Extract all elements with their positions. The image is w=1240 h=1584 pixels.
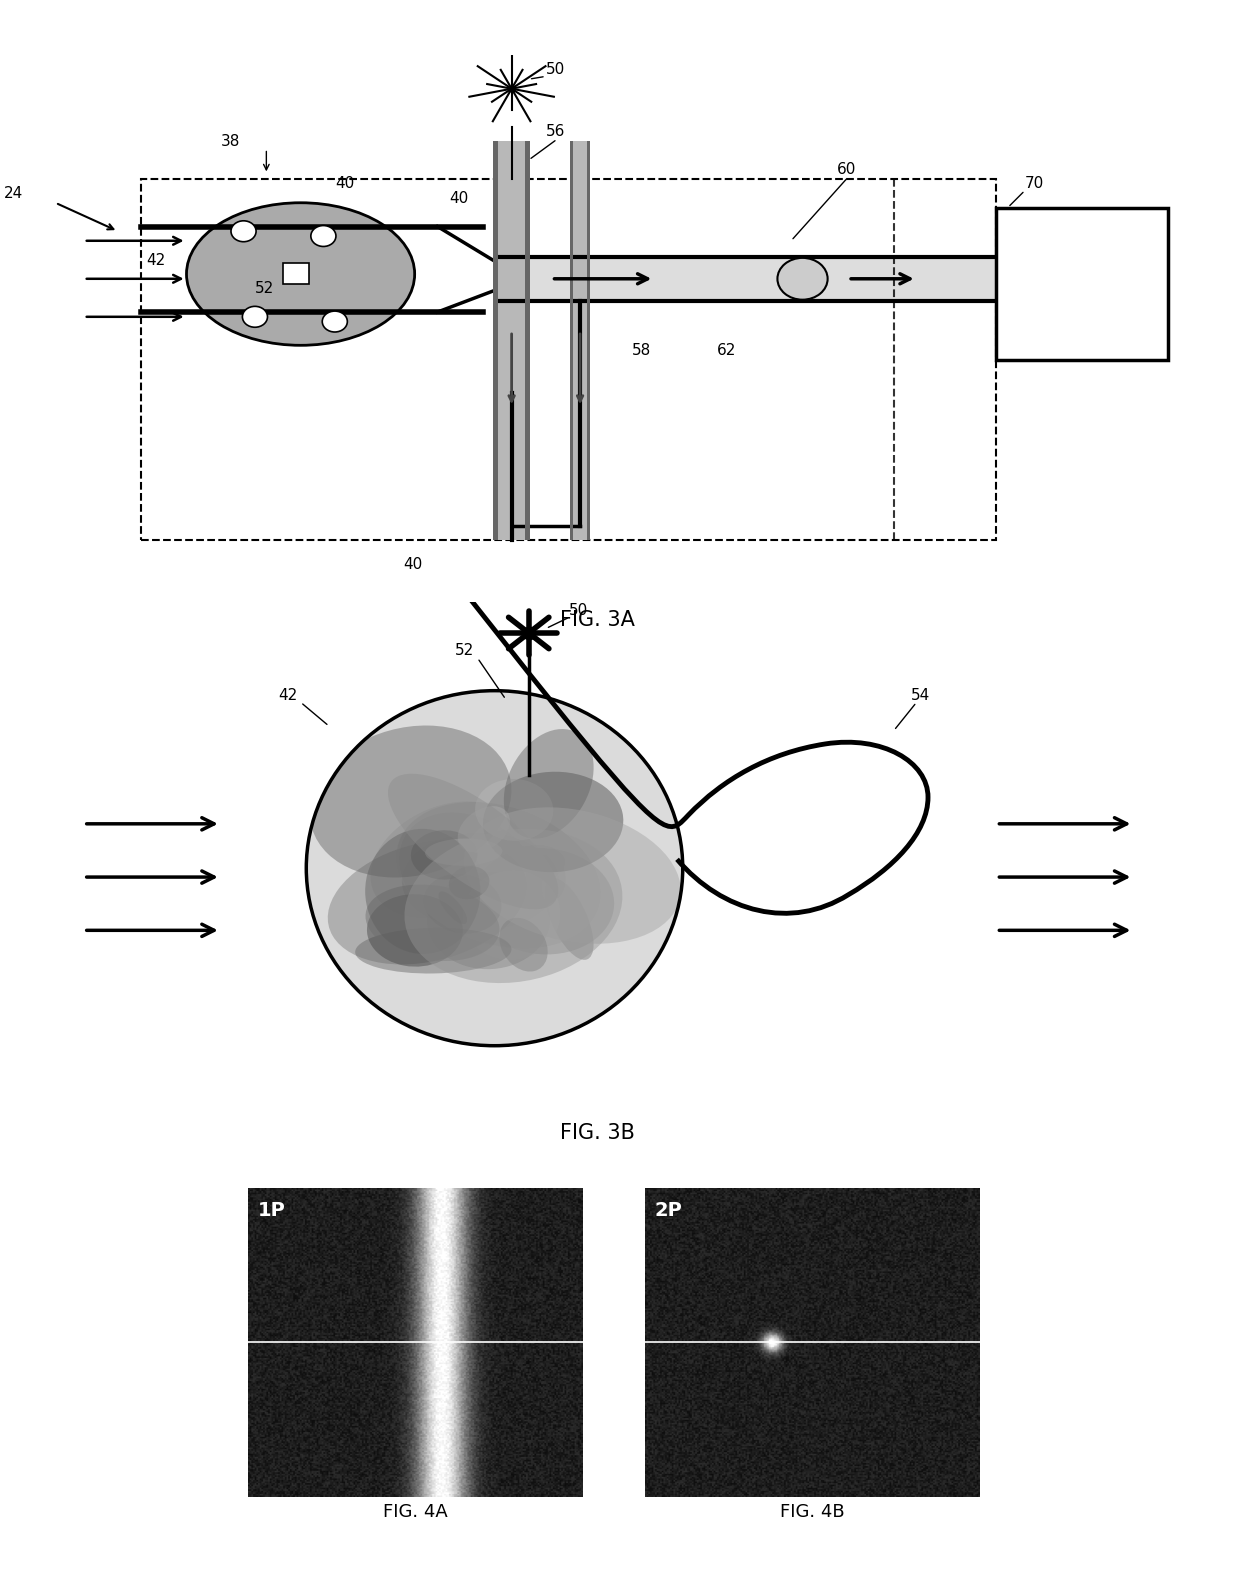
Text: 52: 52 (455, 643, 474, 659)
Bar (494, 141, 529, 540)
Circle shape (311, 225, 336, 247)
Circle shape (777, 258, 827, 299)
Ellipse shape (399, 813, 542, 938)
Ellipse shape (464, 808, 681, 944)
Bar (526, 141, 529, 540)
Ellipse shape (355, 928, 511, 974)
Text: 2P: 2P (655, 1201, 682, 1220)
Bar (494, 141, 529, 540)
Circle shape (231, 220, 257, 242)
Ellipse shape (482, 771, 624, 873)
Text: 40: 40 (403, 556, 423, 572)
Ellipse shape (306, 691, 683, 1045)
Bar (494, 141, 529, 540)
Text: FIG. 3B: FIG. 3B (559, 1123, 635, 1144)
Ellipse shape (402, 833, 559, 930)
Text: 40: 40 (449, 190, 469, 206)
Text: 50: 50 (546, 62, 565, 78)
Ellipse shape (428, 873, 551, 969)
Text: 38: 38 (221, 133, 241, 149)
Text: 62: 62 (717, 342, 737, 358)
Bar (494, 141, 529, 540)
Ellipse shape (425, 855, 480, 882)
Text: 24: 24 (4, 185, 24, 201)
Ellipse shape (449, 866, 490, 900)
Text: FIG. 3A: FIG. 3A (559, 610, 635, 630)
Bar (494, 141, 529, 540)
Ellipse shape (367, 895, 463, 966)
Text: 42: 42 (146, 252, 166, 268)
Circle shape (322, 310, 347, 333)
Ellipse shape (463, 870, 560, 960)
Bar (494, 141, 529, 540)
Text: FIG. 4B: FIG. 4B (780, 1503, 844, 1522)
Ellipse shape (366, 828, 480, 954)
Ellipse shape (458, 806, 510, 852)
Ellipse shape (366, 884, 500, 961)
Ellipse shape (500, 844, 565, 882)
Circle shape (242, 306, 268, 328)
Text: 60: 60 (837, 162, 856, 177)
Bar (494, 141, 529, 540)
Text: 42: 42 (278, 687, 298, 703)
Ellipse shape (388, 773, 558, 909)
Ellipse shape (439, 892, 467, 923)
Ellipse shape (544, 878, 594, 960)
Text: 54: 54 (911, 687, 930, 703)
Text: 70: 70 (1025, 176, 1044, 192)
Text: 58: 58 (631, 342, 651, 358)
Ellipse shape (186, 203, 414, 345)
Bar (997, 208, 1168, 360)
Ellipse shape (371, 802, 520, 917)
Text: 52: 52 (255, 280, 274, 296)
Text: 1P: 1P (258, 1201, 285, 1220)
Bar (500, 257, 997, 301)
Ellipse shape (410, 830, 477, 879)
Text: 50: 50 (569, 604, 588, 618)
Bar (570, 141, 573, 540)
Ellipse shape (397, 802, 600, 949)
Ellipse shape (526, 855, 565, 903)
Text: 40: 40 (335, 176, 355, 192)
Ellipse shape (500, 917, 548, 971)
Ellipse shape (472, 847, 614, 955)
Bar (570, 141, 590, 540)
Ellipse shape (503, 729, 594, 838)
Ellipse shape (475, 779, 553, 841)
Bar (587, 141, 590, 540)
Ellipse shape (404, 828, 622, 984)
Ellipse shape (310, 725, 511, 878)
Bar (494, 141, 529, 540)
Ellipse shape (327, 840, 527, 965)
Text: FIG. 4A: FIG. 4A (383, 1503, 448, 1522)
Bar (494, 141, 498, 540)
Ellipse shape (425, 838, 502, 866)
Bar (494, 141, 529, 540)
Text: 56: 56 (546, 124, 565, 139)
Ellipse shape (423, 874, 501, 933)
Bar (284, 263, 309, 284)
